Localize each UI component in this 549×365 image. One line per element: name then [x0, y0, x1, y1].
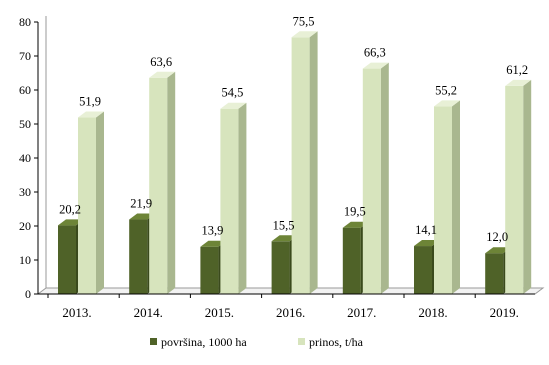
bar [505, 79, 532, 294]
bar-side [309, 31, 318, 295]
data-label: 21,9 [130, 197, 152, 211]
bar-top [220, 102, 247, 109]
data-label: 54,5 [221, 86, 243, 100]
legend-label: prinos, t/ha [309, 335, 364, 349]
bar-top [342, 221, 369, 228]
bar [78, 111, 104, 294]
data-label: 13,9 [201, 224, 223, 238]
bar-front [342, 227, 361, 294]
bar-front [291, 37, 310, 295]
legend-item: površina, 1000 ha [150, 335, 247, 349]
bars-group [58, 31, 532, 295]
bar-front [58, 225, 76, 294]
y-tick-label: 30 [19, 185, 31, 199]
data-label: 14,1 [415, 223, 437, 237]
y-tick-label: 20 [19, 219, 31, 233]
bar-front [434, 106, 452, 294]
bar [291, 31, 318, 295]
data-labels-group: 20,2 51,9 21,9 63,6 13,9 54,5 15,5 75,5 19,5 66,3… [59, 14, 528, 244]
data-label: 51,9 [79, 95, 101, 109]
bar-side [452, 100, 460, 294]
data-label: 66,3 [364, 46, 386, 60]
bar [149, 71, 176, 294]
bar-front [78, 117, 96, 294]
y-tick-label: 70 [19, 49, 31, 63]
y-axis: 0 10 20 30 40 50 60 70 80 [19, 15, 39, 301]
y-tick-label: 10 [19, 253, 31, 267]
bar-front [220, 108, 239, 294]
x-category-label: 2018. [418, 305, 447, 320]
bar-side [523, 79, 532, 294]
bar-side [238, 102, 247, 294]
bar-front [485, 253, 504, 294]
x-axis: 2013. 2014. 2015. 2016. 2017. 2018. 2019. [38, 293, 535, 320]
bar-side [96, 111, 104, 294]
x-category-label: 2015. [205, 305, 234, 320]
bar-top [362, 62, 389, 69]
x-category-label: 2016. [276, 305, 305, 320]
y-tick-label: 0 [25, 287, 31, 301]
bar-front [271, 241, 290, 294]
bar-top [434, 100, 460, 107]
bar-front [505, 85, 524, 294]
bar-top [58, 219, 84, 226]
bar-top [200, 240, 227, 247]
bar-top [78, 111, 104, 118]
y-tick-label: 80 [19, 15, 31, 29]
data-label: 63,6 [150, 55, 172, 69]
bar-top [291, 31, 318, 38]
bar [220, 102, 247, 294]
x-category-label: 2013. [62, 305, 91, 320]
bar-front [200, 246, 219, 294]
data-label: 75,5 [293, 14, 315, 28]
x-category-label: 2017. [347, 305, 376, 320]
legend-item: prinos, t/ha [298, 335, 364, 349]
y-tick-label: 40 [19, 151, 31, 165]
bar [362, 62, 389, 294]
bar-top [149, 71, 176, 78]
x-category-label: 2019. [490, 305, 519, 320]
data-label: 12,0 [486, 230, 508, 244]
y-tick-label: 60 [19, 83, 31, 97]
bar-front [414, 246, 432, 294]
legend: površina, 1000 ha prinos, t/ha [150, 335, 364, 349]
bar-side [167, 71, 176, 294]
bar-front [129, 219, 148, 294]
bar-front [149, 77, 168, 294]
bar-top [271, 235, 298, 242]
bar-top [129, 213, 156, 220]
legend-swatch [150, 338, 157, 345]
data-label: 61,2 [506, 63, 528, 77]
bar [434, 100, 460, 294]
bar-top [505, 79, 532, 86]
data-label: 19,5 [344, 205, 366, 219]
bar-top [485, 247, 512, 254]
legend-label: površina, 1000 ha [161, 335, 247, 349]
x-category-label: 2014. [134, 305, 163, 320]
data-label: 20,2 [59, 202, 81, 216]
data-label: 55,2 [435, 83, 457, 97]
bar-top [414, 240, 440, 247]
bar-side [380, 62, 389, 294]
bar-front [362, 68, 381, 294]
data-label: 15,5 [273, 218, 295, 232]
legend-swatch [298, 338, 305, 345]
y-tick-label: 50 [19, 117, 31, 131]
